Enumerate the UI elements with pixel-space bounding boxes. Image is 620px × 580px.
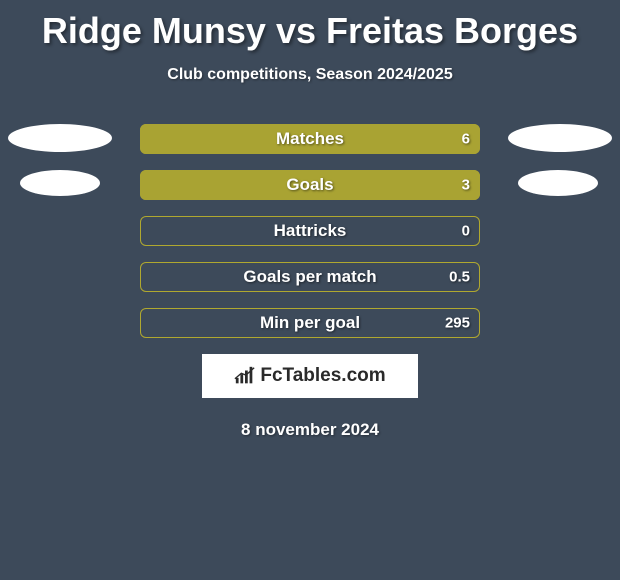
- source-logo: FcTables.com: [202, 354, 418, 398]
- stat-value: 6: [462, 131, 470, 148]
- player-right-avatars: [508, 124, 612, 214]
- avatar: [508, 124, 612, 152]
- logo-text: FcTables.com: [260, 365, 385, 387]
- stat-row-goals: Goals 3: [140, 170, 480, 200]
- stat-value: 0: [462, 223, 470, 240]
- chart-icon: [234, 366, 256, 386]
- date-label: 8 november 2024: [0, 420, 620, 440]
- avatar: [8, 124, 112, 152]
- stat-value: 0.5: [449, 269, 470, 286]
- avatar: [518, 170, 598, 196]
- stat-label: Goals per match: [140, 267, 480, 287]
- stat-row-matches: Matches 6: [140, 124, 480, 154]
- player-left-avatars: [8, 124, 112, 214]
- stat-label: Goals: [140, 175, 480, 195]
- avatar: [20, 170, 100, 196]
- stat-label: Hattricks: [140, 221, 480, 241]
- stat-row-hattricks: Hattricks 0: [140, 216, 480, 246]
- subtitle: Club competitions, Season 2024/2025: [0, 66, 620, 84]
- bar-list: Matches 6 Goals 3 Hattricks 0 Goals per …: [140, 124, 480, 338]
- stat-value: 3: [462, 177, 470, 194]
- stat-row-goals-per-match: Goals per match 0.5: [140, 262, 480, 292]
- stat-label: Matches: [140, 129, 480, 149]
- stat-row-min-per-goal: Min per goal 295: [140, 308, 480, 338]
- stat-value: 295: [445, 315, 470, 332]
- stat-label: Min per goal: [140, 313, 480, 333]
- comparison-chart: Matches 6 Goals 3 Hattricks 0 Goals per …: [0, 124, 620, 440]
- page-title: Ridge Munsy vs Freitas Borges: [0, 0, 620, 52]
